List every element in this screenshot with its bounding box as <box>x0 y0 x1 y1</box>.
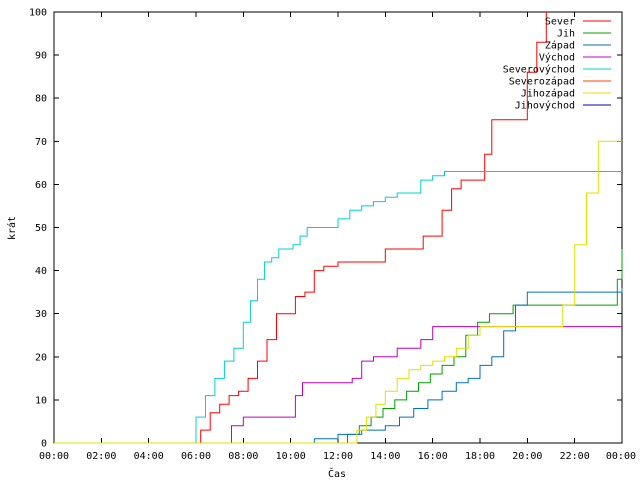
legend-label: Severozápad <box>509 76 575 88</box>
x-tick-label: 04:00 <box>134 451 164 462</box>
x-tick-label: 10:00 <box>276 451 306 462</box>
series-line-východ <box>54 326 622 444</box>
series-line-sever <box>54 12 547 444</box>
y-tick-label: 70 <box>35 137 47 148</box>
x-tick-label: 08:00 <box>228 451 258 462</box>
y-tick-label: 0 <box>41 439 47 450</box>
legend-label: Jihozápad <box>521 88 575 100</box>
y-tick-label: 50 <box>35 223 47 234</box>
x-tick-label: 00:00 <box>39 451 69 462</box>
legend-label: Východ <box>539 52 575 64</box>
x-tick-label: 12:00 <box>323 451 353 462</box>
y-tick-label: 40 <box>35 266 47 277</box>
series-line-jihozápad <box>54 140 622 444</box>
x-axis-label: Čas <box>328 467 346 480</box>
legend-label: Jihovýchod <box>515 100 575 112</box>
x-tick-label: 18:00 <box>465 451 495 462</box>
x-tick-label: 14:00 <box>370 451 400 462</box>
legend-label: Jih <box>557 29 575 40</box>
x-tick-label: 02:00 <box>86 451 116 462</box>
y-tick-label: 100 <box>29 8 47 19</box>
legend-label: Sever <box>545 17 575 28</box>
legend: SeverJihZápadVýchodSeverovýchodSeverozáp… <box>503 17 611 112</box>
legend-label: Severovýchod <box>503 64 575 76</box>
series-line-severovýchod <box>54 171 622 444</box>
y-tick-label: 80 <box>35 94 47 105</box>
x-tick-label: 22:00 <box>560 451 590 462</box>
y-tick-label: 60 <box>35 180 47 191</box>
legend-label: Západ <box>545 40 575 52</box>
series-lines <box>54 12 623 444</box>
x-tick-label: 20:00 <box>512 451 542 462</box>
series-line-západ <box>54 287 623 444</box>
y-tick-label: 90 <box>35 51 47 62</box>
x-tick-label: 06:00 <box>181 451 211 462</box>
y-axis-label: krát <box>6 216 18 240</box>
series-line-jih <box>54 249 623 444</box>
x-tick-label: 00:00 <box>606 451 636 462</box>
y-tick-label: 20 <box>35 352 47 363</box>
x-tick-label: 16:00 <box>418 451 448 462</box>
y-tick-label: 10 <box>35 395 47 406</box>
y-tick-label: 30 <box>35 309 47 320</box>
